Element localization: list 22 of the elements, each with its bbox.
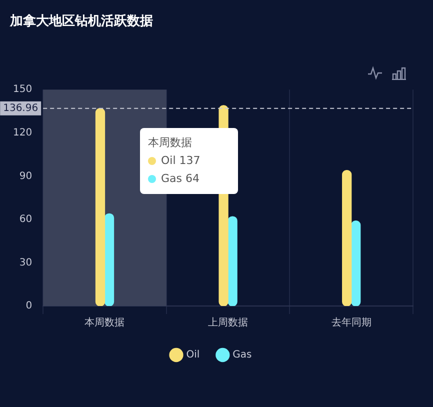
annotation: Oil 137 [161, 153, 200, 169]
y-tick-label: 120 [12, 127, 32, 138]
bar [95, 108, 106, 306]
y-tick-label: 0 [26, 300, 32, 312]
ref-line-label: 136.96 [3, 103, 38, 114]
bar [351, 220, 361, 306]
y-tick-label: 150 [12, 84, 32, 96]
tooltip-card: 本周数据 Oil 137 Gas 64 [140, 128, 238, 194]
bar [104, 213, 114, 306]
y-tick-label: 90 [19, 170, 32, 182]
x-tick-label: 去年同期 [331, 316, 372, 329]
bar [228, 216, 238, 306]
bar [342, 170, 352, 306]
annotation: 本周数据 [148, 135, 192, 151]
y-tick-label: 30 [19, 257, 32, 268]
chart-title: 加拿大地区钻机活跃数据 [9, 13, 153, 30]
legend-label: Gas [232, 350, 252, 361]
legend-label: Oil [186, 350, 200, 361]
x-tick-label: 上周数据 [208, 316, 248, 329]
x-tick-label: 本周数据 [84, 316, 125, 329]
y-tick-label: 60 [19, 214, 32, 226]
annotation: Gas 64 [161, 171, 200, 187]
